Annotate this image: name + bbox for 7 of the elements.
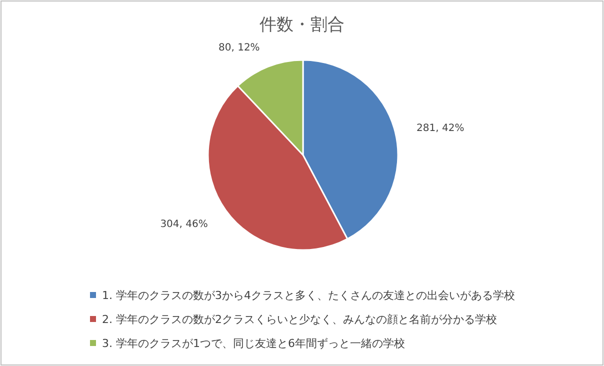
- data-label: 281, 42%: [416, 122, 464, 134]
- data-label: 80, 12%: [218, 42, 260, 54]
- legend-label: 3. 学年のクラスが1つで、同じ友達と6年間ずっと一緒の学校: [102, 337, 405, 350]
- chart-title: 件数・割合: [260, 15, 344, 35]
- legend-label: 1. 学年のクラスの数が3から4クラスと多く、たくさんの友達との出会いがある学校: [102, 289, 515, 302]
- data-label: 304, 46%: [160, 219, 208, 230]
- legend-label: 2. 学年のクラスの数が2クラスくらいと少なく、みんなの顔と名前が分かる学校: [102, 313, 497, 326]
